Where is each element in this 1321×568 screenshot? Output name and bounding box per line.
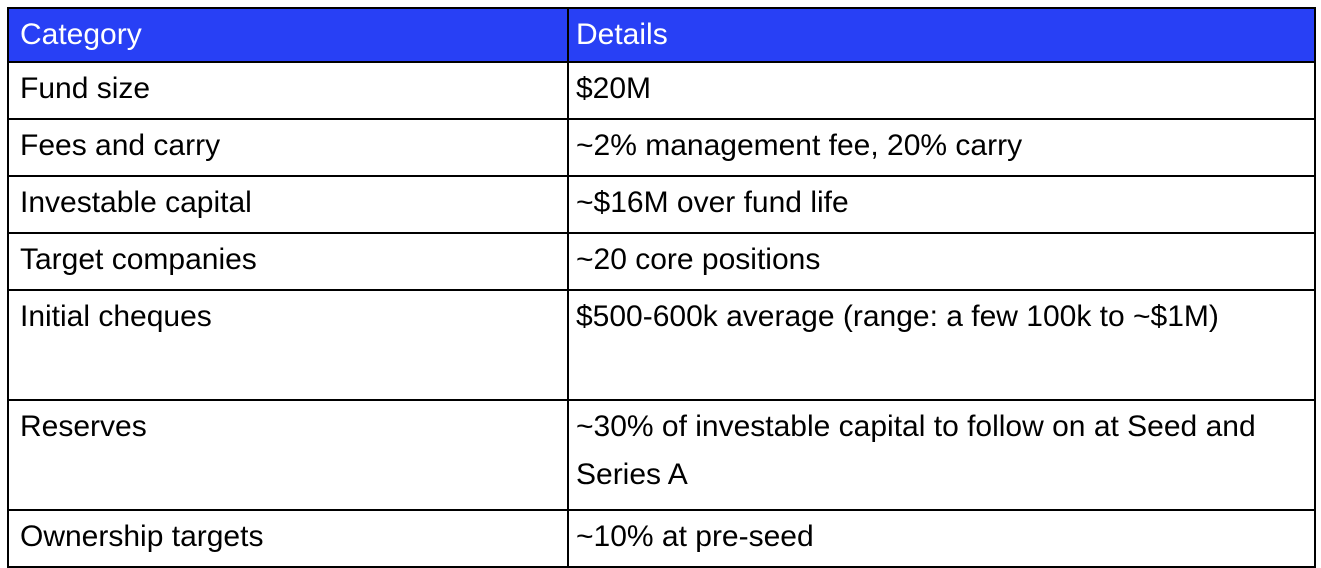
category-cell: Investable capital — [7, 175, 569, 234]
fund-details-table: Category Details Fund size $20M Fees and… — [7, 7, 1316, 568]
table-header-row: Category Details — [7, 7, 1316, 63]
table-row-ownership-targets: Ownership targets ~10% at pre-seed — [7, 509, 1316, 568]
column-header-category: Category — [7, 7, 569, 63]
details-cell: $500-600k average (range: a few 100k to … — [567, 289, 1316, 401]
details-cell: ~2% management fee, 20% carry — [567, 118, 1316, 177]
details-cell: ~$16M over fund life — [567, 175, 1316, 234]
category-cell: Fund size — [7, 61, 569, 120]
details-cell: $20M — [567, 61, 1316, 120]
document-page: Category Details Fund size $20M Fees and… — [0, 7, 1321, 568]
column-header-details: Details — [567, 7, 1316, 63]
table-row-reserves: Reserves ~30% of investable capital to f… — [7, 399, 1316, 511]
details-cell: ~30% of investable capital to follow on … — [567, 399, 1316, 511]
table-row-target-companies: Target companies ~20 core positions — [7, 232, 1316, 291]
table-row-investable-capital: Investable capital ~$16M over fund life — [7, 175, 1316, 234]
category-cell: Ownership targets — [7, 509, 569, 568]
table-row-initial-cheques: Initial cheques $500-600k average (range… — [7, 289, 1316, 401]
category-cell: Fees and carry — [7, 118, 569, 177]
details-cell: ~20 core positions — [567, 232, 1316, 291]
category-cell: Initial cheques — [7, 289, 569, 401]
table-row-fund-size: Fund size $20M — [7, 61, 1316, 120]
table-row-fees-and-carry: Fees and carry ~2% management fee, 20% c… — [7, 118, 1316, 177]
category-cell: Target companies — [7, 232, 569, 291]
category-cell: Reserves — [7, 399, 569, 511]
details-cell: ~10% at pre-seed — [567, 509, 1316, 568]
